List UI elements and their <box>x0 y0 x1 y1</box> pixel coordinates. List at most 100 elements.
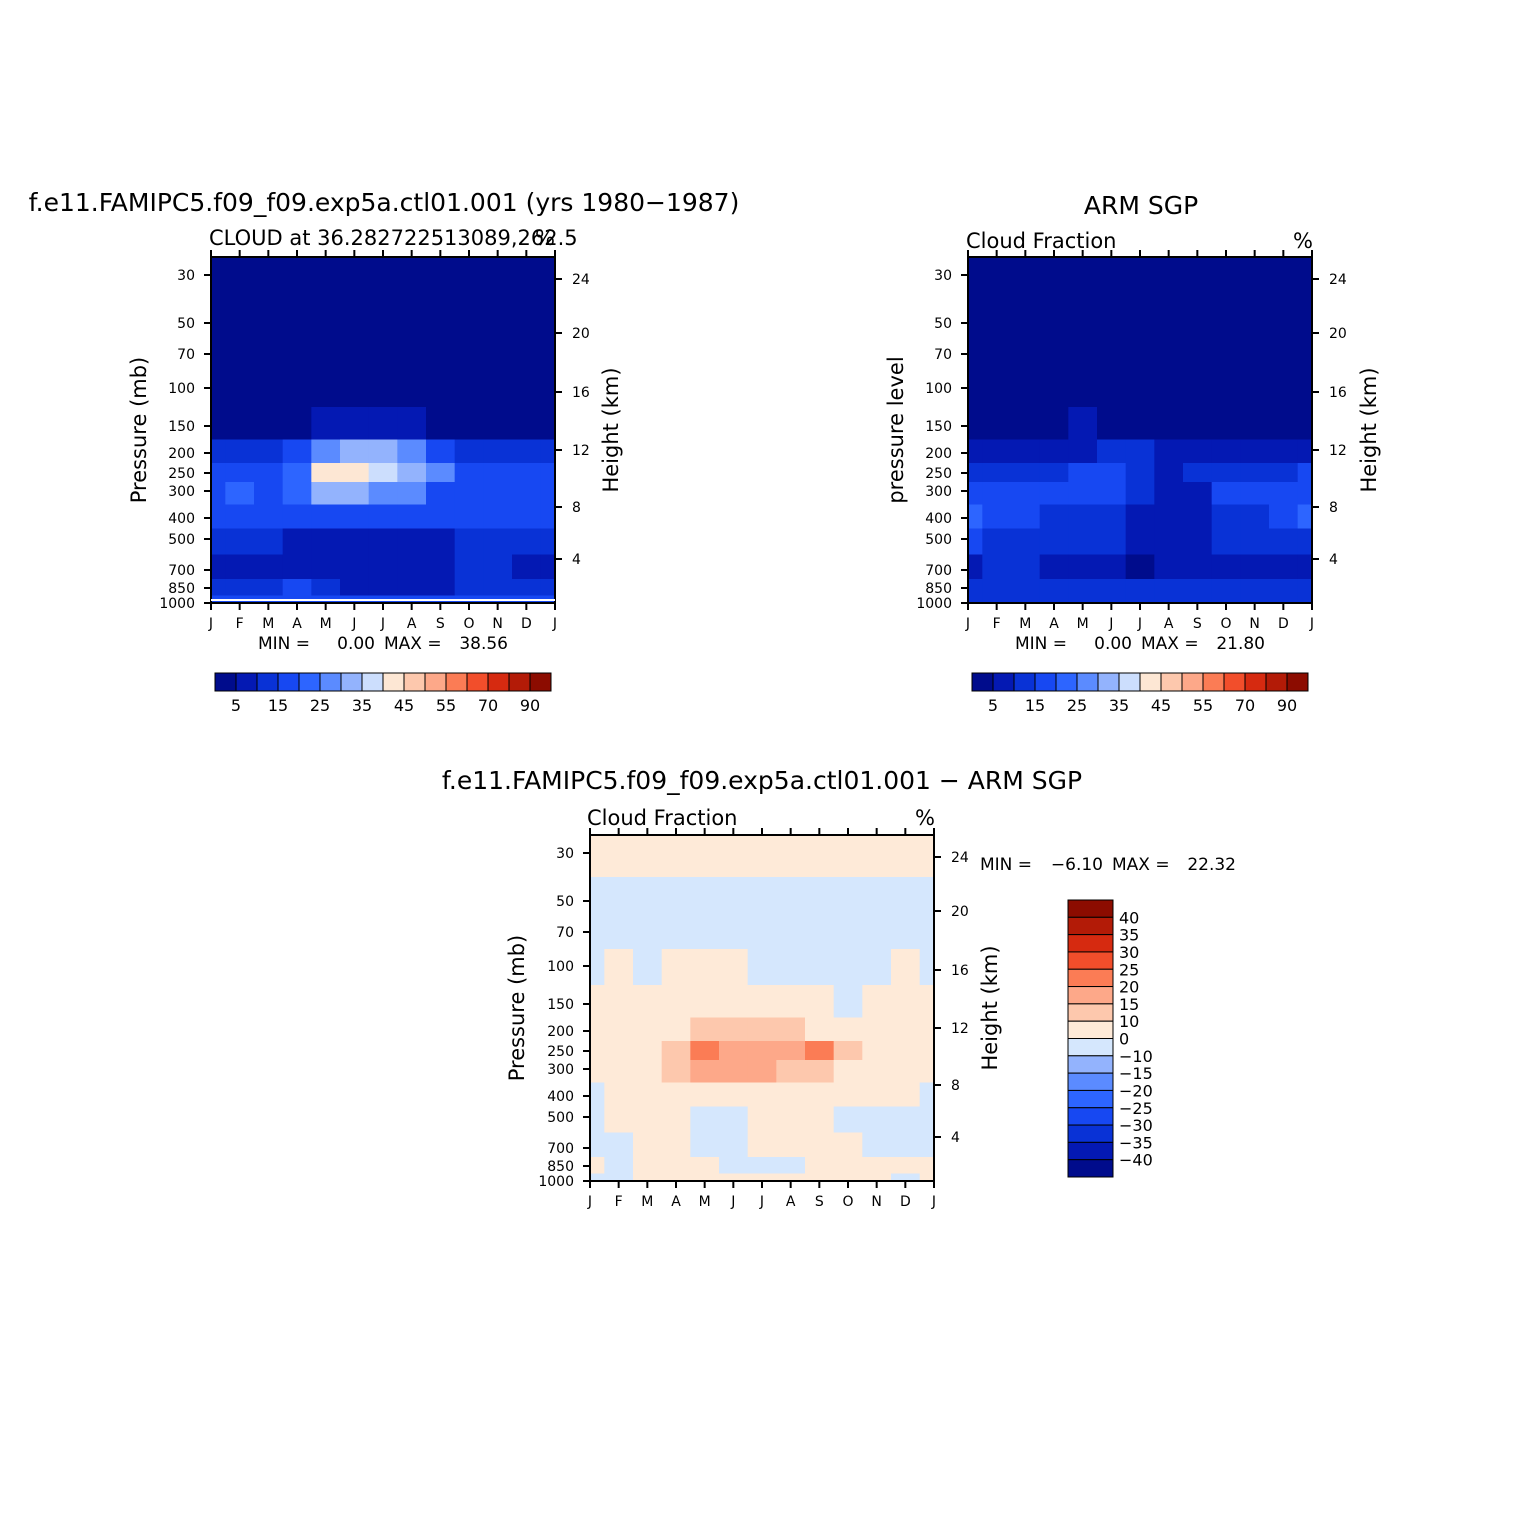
data-cell <box>1068 595 1098 604</box>
y-tick-label: 250 <box>547 1044 574 1060</box>
data-cell <box>225 504 255 530</box>
data-cell <box>426 504 456 530</box>
data-cell <box>1097 554 1127 580</box>
data-cell <box>1011 407 1041 441</box>
x-tick-label: F <box>993 616 1001 632</box>
data-cell <box>604 1106 634 1134</box>
data-cell <box>661 1060 691 1084</box>
colorbar-label: −40 <box>1119 1151 1153 1170</box>
data-cell <box>1097 299 1127 340</box>
data-cell <box>282 407 312 441</box>
colorbar-box <box>298 672 321 692</box>
data-cell <box>776 1157 806 1175</box>
x-tick-label: N <box>492 616 502 632</box>
obs-max-label: MAX = <box>1141 634 1199 654</box>
data-cell <box>1183 595 1213 604</box>
data-cell <box>512 579 542 597</box>
data-cell <box>919 1157 935 1175</box>
data-cell <box>1154 504 1184 530</box>
data-cell <box>690 1173 720 1182</box>
colorbar-box <box>1118 672 1141 692</box>
data-cell <box>833 916 863 950</box>
colorbar-label: 5 <box>988 696 998 715</box>
y-right-tick-label: 12 <box>1329 443 1347 459</box>
data-cell <box>1240 554 1270 580</box>
data-cell <box>862 877 892 918</box>
data-cell <box>1068 299 1098 340</box>
colorbar-label: 20 <box>1119 978 1139 997</box>
data-cell <box>1211 463 1241 483</box>
data-cell <box>1039 482 1069 506</box>
data-cell <box>454 579 484 597</box>
data-cell <box>833 949 863 986</box>
data-cell <box>919 1132 935 1158</box>
diff-units: % <box>915 806 935 830</box>
data-cell <box>805 949 835 986</box>
data-cell <box>862 835 892 878</box>
data-cell <box>211 299 226 340</box>
colorbar-label: 40 <box>1119 908 1139 927</box>
data-cell <box>340 463 370 483</box>
data-cell <box>776 1060 806 1084</box>
colorbar-box <box>1067 986 1114 1005</box>
data-cell <box>776 1082 806 1108</box>
colorbar-box <box>256 672 279 692</box>
data-cell <box>211 554 226 580</box>
data-cell <box>891 1082 921 1108</box>
data-cell <box>633 949 663 986</box>
data-cell <box>454 482 484 506</box>
colorbar-label: 70 <box>1235 696 1255 715</box>
colorbar-box <box>403 672 426 692</box>
data-cell <box>1154 338 1184 372</box>
data-cell <box>454 257 484 300</box>
data-cell <box>747 949 777 986</box>
data-cell <box>690 1082 720 1108</box>
x-tick-label: F <box>236 616 244 632</box>
data-cell <box>1211 407 1241 441</box>
data-cell <box>311 338 341 372</box>
data-cell <box>1297 463 1313 483</box>
data-cell <box>690 1157 720 1175</box>
colorbar-box <box>1067 1159 1114 1178</box>
data-cell <box>1183 338 1213 372</box>
data-cell <box>311 554 341 580</box>
y-tick-label: 200 <box>547 1024 574 1040</box>
data-cell <box>1011 299 1041 340</box>
y-tick-label: 100 <box>168 381 195 397</box>
data-cell <box>982 257 1012 300</box>
data-cell <box>776 1173 806 1182</box>
data-cell <box>1125 338 1155 372</box>
colorbar-label: 55 <box>1193 696 1213 715</box>
data-cell <box>225 299 255 340</box>
data-cell <box>919 1041 935 1061</box>
y-right-tick-label: 8 <box>572 500 581 516</box>
data-cell <box>719 1082 749 1108</box>
data-cell <box>254 407 284 441</box>
data-cell <box>282 579 312 597</box>
data-cell <box>426 579 456 597</box>
colorbar-box <box>1013 672 1036 692</box>
data-cell <box>919 1060 935 1084</box>
y-tick-label: 700 <box>168 563 195 579</box>
colorbar-box <box>445 672 468 692</box>
data-cell <box>661 877 691 918</box>
x-tick-label: N <box>1249 616 1259 632</box>
data-cell <box>919 1082 935 1108</box>
data-cell <box>833 1132 863 1158</box>
data-cell <box>1154 528 1184 556</box>
colorbar-box <box>319 672 342 692</box>
colorbar-label: 15 <box>268 696 288 715</box>
data-cell <box>919 877 935 918</box>
data-cell <box>211 528 226 556</box>
data-cell <box>483 407 513 441</box>
colorbar-box <box>1067 1003 1114 1022</box>
data-cell <box>891 1132 921 1158</box>
data-cell <box>211 579 226 597</box>
x-tick-label: A <box>786 1194 796 1210</box>
data-cell <box>805 1157 835 1175</box>
y-tick-label: 150 <box>168 419 195 435</box>
data-cell <box>776 877 806 918</box>
data-cell <box>1039 439 1069 464</box>
diff-max-label: MAX = <box>1112 855 1170 875</box>
data-cell <box>633 1017 663 1042</box>
